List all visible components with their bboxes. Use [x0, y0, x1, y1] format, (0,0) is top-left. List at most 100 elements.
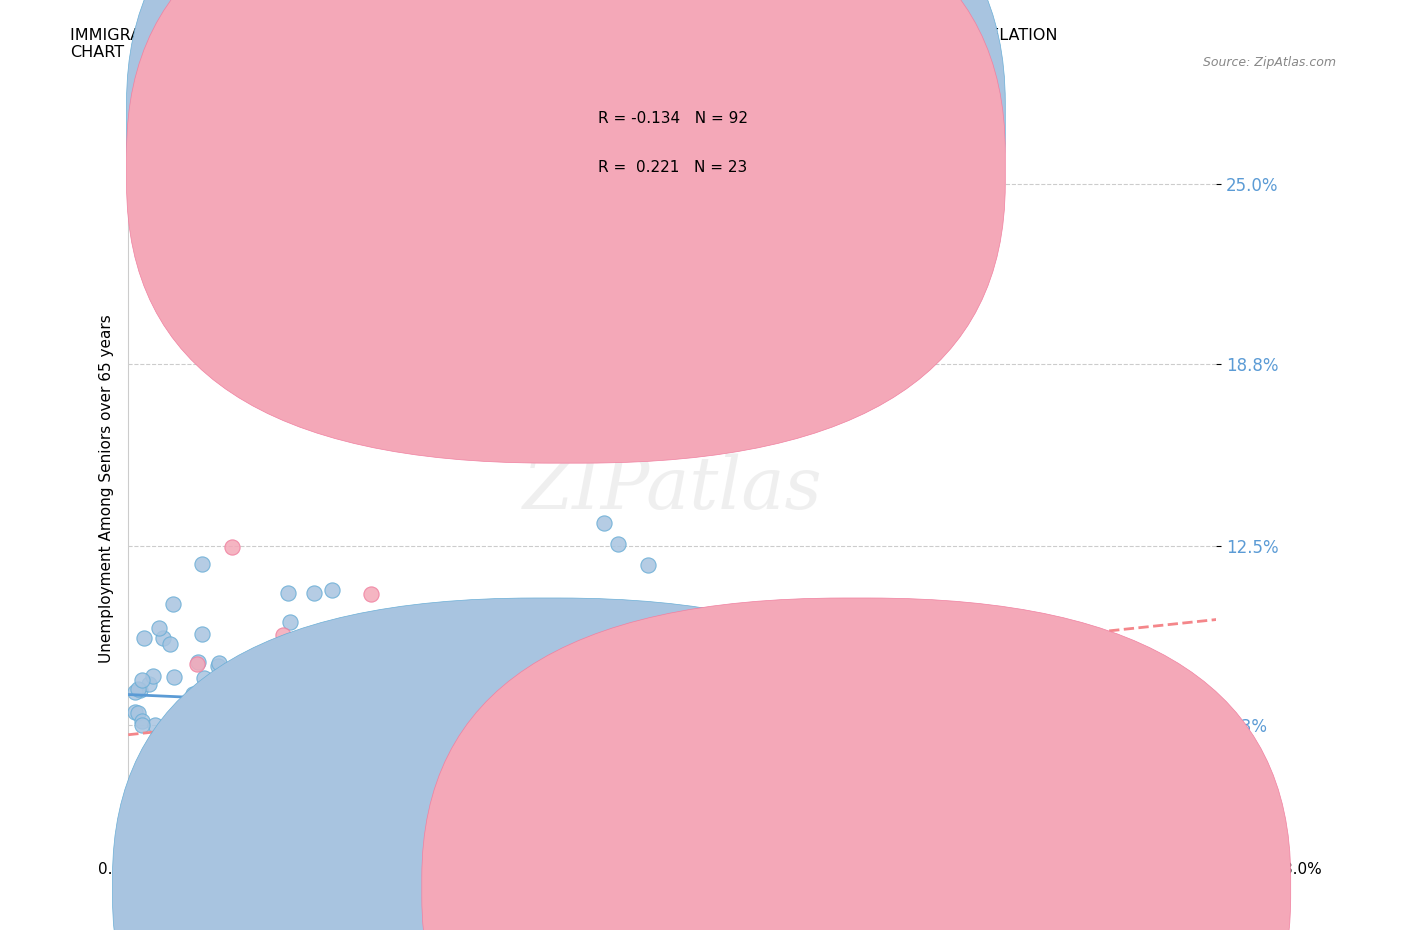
Immigrants from Trinidad and Tobago — [186, 718, 208, 733]
Immigrants from Trinidad and Tobago — [163, 670, 186, 684]
Laotians — [202, 799, 225, 814]
Immigrants from Trinidad and Tobago — [187, 655, 209, 670]
Immigrants from Trinidad and Tobago — [127, 682, 149, 697]
Immigrants from Trinidad and Tobago — [131, 713, 153, 728]
Immigrants from Trinidad and Tobago — [162, 731, 184, 746]
Immigrants from Trinidad and Tobago — [152, 799, 174, 814]
Y-axis label: Unemployment Among Seniors over 65 years: Unemployment Among Seniors over 65 years — [100, 314, 114, 662]
Immigrants from Trinidad and Tobago — [193, 671, 215, 686]
Immigrants from Trinidad and Tobago — [264, 677, 287, 692]
Immigrants from Trinidad and Tobago — [418, 792, 440, 807]
Immigrants from Trinidad and Tobago — [148, 620, 170, 635]
Immigrants from Trinidad and Tobago — [159, 636, 181, 651]
Laotians — [1001, 718, 1024, 733]
Immigrants from Trinidad and Tobago — [157, 749, 180, 764]
Laotians — [218, 799, 240, 814]
Immigrants from Trinidad and Tobago — [277, 585, 299, 600]
Immigrants from Trinidad and Tobago — [184, 758, 207, 773]
Immigrants from Trinidad and Tobago — [127, 706, 149, 721]
Immigrants from Trinidad and Tobago — [208, 656, 231, 671]
Immigrants from Trinidad and Tobago — [447, 728, 470, 743]
Laotians — [384, 707, 406, 722]
Laotians — [391, 686, 413, 701]
Laotians — [280, 799, 302, 814]
Immigrants from Trinidad and Tobago — [302, 656, 325, 671]
Text: 8.0%: 8.0% — [1282, 862, 1322, 877]
Immigrants from Trinidad and Tobago — [321, 582, 343, 597]
Immigrants from Trinidad and Tobago — [368, 799, 391, 814]
Immigrants from Trinidad and Tobago — [132, 784, 155, 799]
Immigrants from Trinidad and Tobago — [731, 609, 754, 624]
Immigrants from Trinidad and Tobago — [316, 673, 339, 688]
Immigrants from Trinidad and Tobago — [155, 720, 177, 735]
Immigrants from Trinidad and Tobago — [129, 683, 152, 698]
Laotians — [235, 753, 257, 768]
Immigrants from Trinidad and Tobago — [304, 586, 326, 601]
Immigrants from Trinidad and Tobago — [143, 799, 166, 814]
Immigrants from Trinidad and Tobago — [193, 695, 215, 710]
Laotians — [229, 775, 252, 790]
Immigrants from Trinidad and Tobago — [267, 779, 290, 794]
Immigrants from Trinidad and Tobago — [209, 716, 232, 731]
Immigrants from Trinidad and Tobago — [830, 668, 852, 683]
Immigrants from Trinidad and Tobago — [132, 631, 155, 645]
Immigrants from Trinidad and Tobago — [124, 684, 146, 699]
Immigrants from Trinidad and Tobago — [131, 672, 153, 687]
Immigrants from Trinidad and Tobago — [232, 732, 254, 747]
Immigrants from Trinidad and Tobago — [191, 626, 214, 641]
Immigrants from Trinidad and Tobago — [124, 704, 146, 719]
Text: Immigrants from Trinidad and Tobago: Immigrants from Trinidad and Tobago — [565, 880, 825, 895]
Immigrants from Trinidad and Tobago — [138, 677, 160, 692]
Laotians — [156, 764, 179, 778]
Immigrants from Trinidad and Tobago — [576, 799, 599, 814]
Immigrants from Trinidad and Tobago — [299, 698, 322, 712]
Text: Laotians: Laotians — [875, 880, 934, 895]
Immigrants from Trinidad and Tobago — [235, 699, 257, 714]
Immigrants from Trinidad and Tobago — [481, 601, 503, 616]
Immigrants from Trinidad and Tobago — [689, 617, 711, 631]
Immigrants from Trinidad and Tobago — [197, 728, 219, 743]
Laotians — [129, 799, 152, 814]
Immigrants from Trinidad and Tobago — [339, 678, 361, 693]
Immigrants from Trinidad and Tobago — [430, 799, 453, 814]
Immigrants from Trinidad and Tobago — [461, 692, 484, 707]
Immigrants from Trinidad and Tobago — [172, 718, 194, 733]
Immigrants from Trinidad and Tobago — [724, 777, 747, 791]
Immigrants from Trinidad and Tobago — [148, 746, 170, 761]
Immigrants from Trinidad and Tobago — [352, 682, 374, 697]
Immigrants from Trinidad and Tobago — [142, 668, 165, 683]
Immigrants from Trinidad and Tobago — [136, 760, 159, 775]
Immigrants from Trinidad and Tobago — [181, 686, 204, 701]
Laotians — [186, 657, 208, 671]
Immigrants from Trinidad and Tobago — [218, 799, 240, 814]
Laotians — [170, 789, 193, 804]
Laotians — [824, 718, 846, 733]
Immigrants from Trinidad and Tobago — [166, 728, 188, 743]
Immigrants from Trinidad and Tobago — [200, 741, 222, 756]
Immigrants from Trinidad and Tobago — [804, 735, 827, 750]
Immigrants from Trinidad and Tobago — [191, 557, 214, 572]
Laotians — [157, 737, 180, 751]
Immigrants from Trinidad and Tobago — [124, 799, 146, 814]
Text: R = -0.134   N = 92: R = -0.134 N = 92 — [598, 111, 748, 126]
Immigrants from Trinidad and Tobago — [145, 718, 167, 733]
Immigrants from Trinidad and Tobago — [1001, 799, 1024, 814]
Immigrants from Trinidad and Tobago — [207, 658, 229, 673]
Immigrants from Trinidad and Tobago — [152, 631, 174, 646]
Laotians — [377, 743, 399, 758]
Immigrants from Trinidad and Tobago — [305, 691, 328, 706]
Immigrants from Trinidad and Tobago — [385, 704, 408, 719]
Immigrants from Trinidad and Tobago — [269, 672, 291, 687]
Laotians — [250, 799, 273, 814]
Immigrants from Trinidad and Tobago — [637, 557, 659, 572]
Laotians — [922, 689, 945, 704]
Immigrants from Trinidad and Tobago — [593, 515, 616, 530]
Immigrants from Trinidad and Tobago — [278, 615, 301, 630]
Immigrants from Trinidad and Tobago — [606, 537, 628, 551]
Text: ZIPatlas: ZIPatlas — [523, 453, 823, 524]
Text: 0.0%: 0.0% — [98, 862, 138, 877]
Immigrants from Trinidad and Tobago — [419, 687, 441, 702]
Immigrants from Trinidad and Tobago — [242, 723, 264, 737]
Immigrants from Trinidad and Tobago — [308, 799, 330, 814]
Immigrants from Trinidad and Tobago — [384, 645, 406, 660]
